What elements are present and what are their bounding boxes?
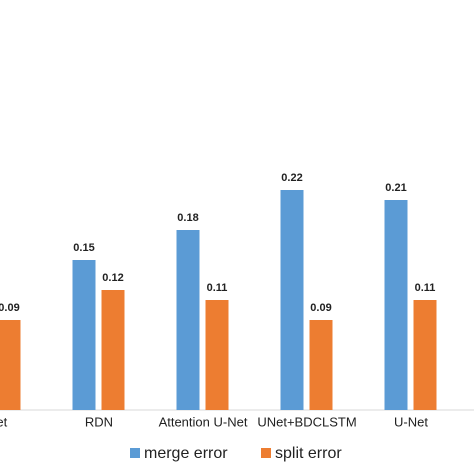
value-label: 0.15	[73, 242, 94, 254]
legend-swatch	[130, 448, 140, 458]
legend-label: merge error	[144, 445, 228, 462]
bar	[280, 190, 304, 410]
bar	[0, 320, 21, 410]
bar	[413, 300, 437, 410]
value-label: 0.12	[102, 272, 123, 284]
bar	[101, 290, 125, 410]
bar	[176, 230, 200, 410]
x-tick-label: UNet+BDCLSTM	[257, 414, 356, 429]
value-label: 0.09	[0, 302, 20, 314]
value-label: 0.11	[207, 282, 228, 294]
x-tick-label: -Net	[0, 414, 8, 429]
x-tick-label: U-Net	[394, 414, 428, 429]
bar	[72, 260, 96, 410]
value-label: 0.22	[281, 172, 302, 184]
value-label: 0.18	[177, 212, 198, 224]
value-label: 0.09	[310, 302, 331, 314]
bar	[205, 300, 229, 410]
x-tick-label: Attention U-Net	[159, 414, 248, 429]
legend-swatch	[261, 448, 271, 458]
bar	[384, 200, 408, 410]
x-tick-label: RDN	[85, 414, 113, 429]
value-label: 0.21	[385, 182, 406, 194]
bar	[309, 320, 333, 410]
value-label: 0.11	[415, 282, 436, 294]
legend-label: split error	[275, 445, 342, 462]
